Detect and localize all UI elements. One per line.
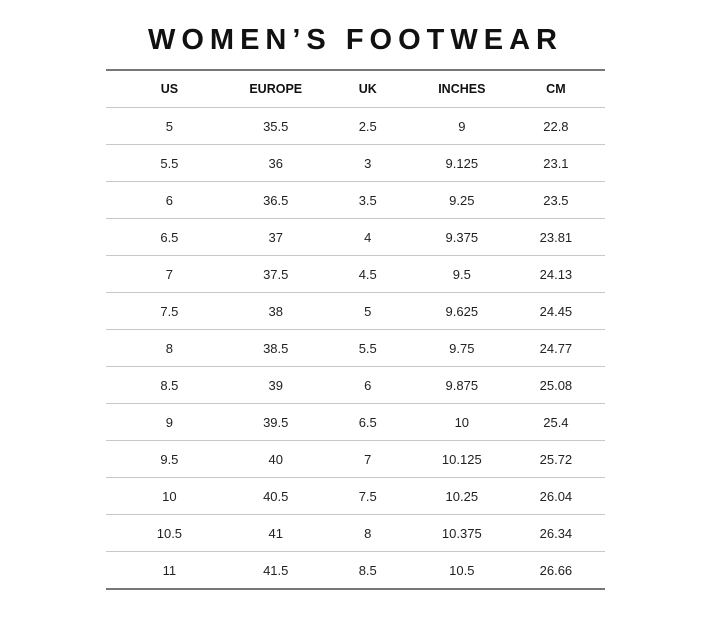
table-cell: 5 [318,292,417,330]
table-cell: 3.5 [318,181,417,219]
table-cell: 4.5 [318,255,417,293]
table-cell: 9.75 [416,329,507,367]
table-row: 11 41.5 8.5 10.5 26.66 [106,552,605,590]
table-cell: 6 [106,181,233,219]
table-cell: 9.875 [416,366,507,404]
table-cell: 26.04 [506,477,605,515]
column-header: EUROPE [232,70,319,108]
table-cell: 6.5 [318,403,417,441]
table-cell: 25.4 [506,403,605,441]
table-cell: 10.5 [449,562,475,578]
table-cell: 41.5 [263,562,289,578]
table-cell: 24.13 [506,255,605,293]
table-cell: 26.34 [506,514,605,552]
table-row: 6.5 37 4 9.375 23.81 [106,218,605,256]
table-cell: 25.08 [506,366,605,404]
table-cell: 3 [318,144,417,182]
table-cell: 10 [416,403,507,441]
table-cell: 8.5 [358,562,377,578]
table-cell: 9 [416,107,507,145]
table-cell: 8 [106,329,233,367]
table-cell: 7.5 [318,477,417,515]
column-header: CM [506,70,605,108]
table-cell: 4 [318,218,417,256]
table-cell: 9.5 [416,255,507,293]
table-cell: 35.5 [232,107,319,145]
table-cell: 22.8 [506,107,605,145]
table-row: 7 37.5 4.5 9.5 24.13 [106,255,605,293]
table-cell: 36 [232,144,319,182]
table-cell: 6.5 [106,218,233,256]
column-header: INCHES [416,70,507,108]
table-cell: 5.5 [106,144,233,182]
table-cell: 9.5 [106,440,233,478]
table-cell: 9 [106,403,233,441]
table-cell: 24.77 [506,329,605,367]
table-cell: 9.375 [416,218,507,256]
table-cell: 24.45 [506,292,605,330]
table-cell: 38.5 [232,329,319,367]
table-row: 7.5 38 5 9.625 24.45 [106,292,605,330]
table-cell: 7 [318,440,417,478]
table-cell: 41 [232,514,319,552]
table-row: 10 40.5 7.5 10.25 26.04 [106,477,605,515]
table-cell: 9.625 [416,292,507,330]
table-cell: 10.125 [416,440,507,478]
table-cell: 6 [318,366,417,404]
table-cell: 5 [106,107,233,145]
table-cell: 37.5 [232,255,319,293]
table-cell: 37 [232,218,319,256]
table-row: 9.5 40 7 10.125 25.72 [106,440,605,478]
table-cell: 8.5 [106,366,233,404]
table-cell: 23.5 [506,181,605,219]
table-cell: 10.375 [416,514,507,552]
table-cell: 39 [232,366,319,404]
column-header: UK [318,70,417,108]
table-cell: 36.5 [232,181,319,219]
table-row: 5.5 36 3 9.125 23.1 [106,144,605,182]
table-row: 10.5 41 8 10.375 26.34 [106,514,605,552]
table-cell: 7.5 [106,292,233,330]
table-cell: 10.5 [106,514,233,552]
table-cell: 9.25 [416,181,507,219]
page-title: WOMEN’S FOOTWEAR [148,24,563,56]
table-row: 9 39.5 6.5 10 25.4 [106,403,605,441]
table-cell: 26.66 [539,562,573,578]
table-cell: 10.25 [416,477,507,515]
table-cell: 7 [106,255,233,293]
table-cell: 40 [232,440,319,478]
column-header: US [106,70,233,108]
table-cell: 23.1 [506,144,605,182]
table-cell: 10 [106,477,233,515]
table-cell: 23.81 [506,218,605,256]
size-chart-table: US EUROPE UK INCHES CM 5 35.5 2.5 9 22.8 5.5 36 3 9.… [106,69,605,590]
header-row: US EUROPE UK INCHES CM [106,70,605,108]
table-row: 8 38.5 5.5 9.75 24.77 [106,329,605,367]
table-cell: 25.72 [506,440,605,478]
table-row: 6 36.5 3.5 9.25 23.5 [106,181,605,219]
table-cell: 9.125 [416,144,507,182]
table-cell: 40.5 [232,477,319,515]
table-cell: 8 [318,514,417,552]
table-cell: 5.5 [318,329,417,367]
table-row: 5 35.5 2.5 9 22.8 [106,107,605,145]
table-cell: 39.5 [232,403,319,441]
table-cell: 11 [162,562,177,578]
table-cell: 2.5 [318,107,417,145]
table-row: 8.5 39 6 9.875 25.08 [106,366,605,404]
table-cell: 38 [232,292,319,330]
